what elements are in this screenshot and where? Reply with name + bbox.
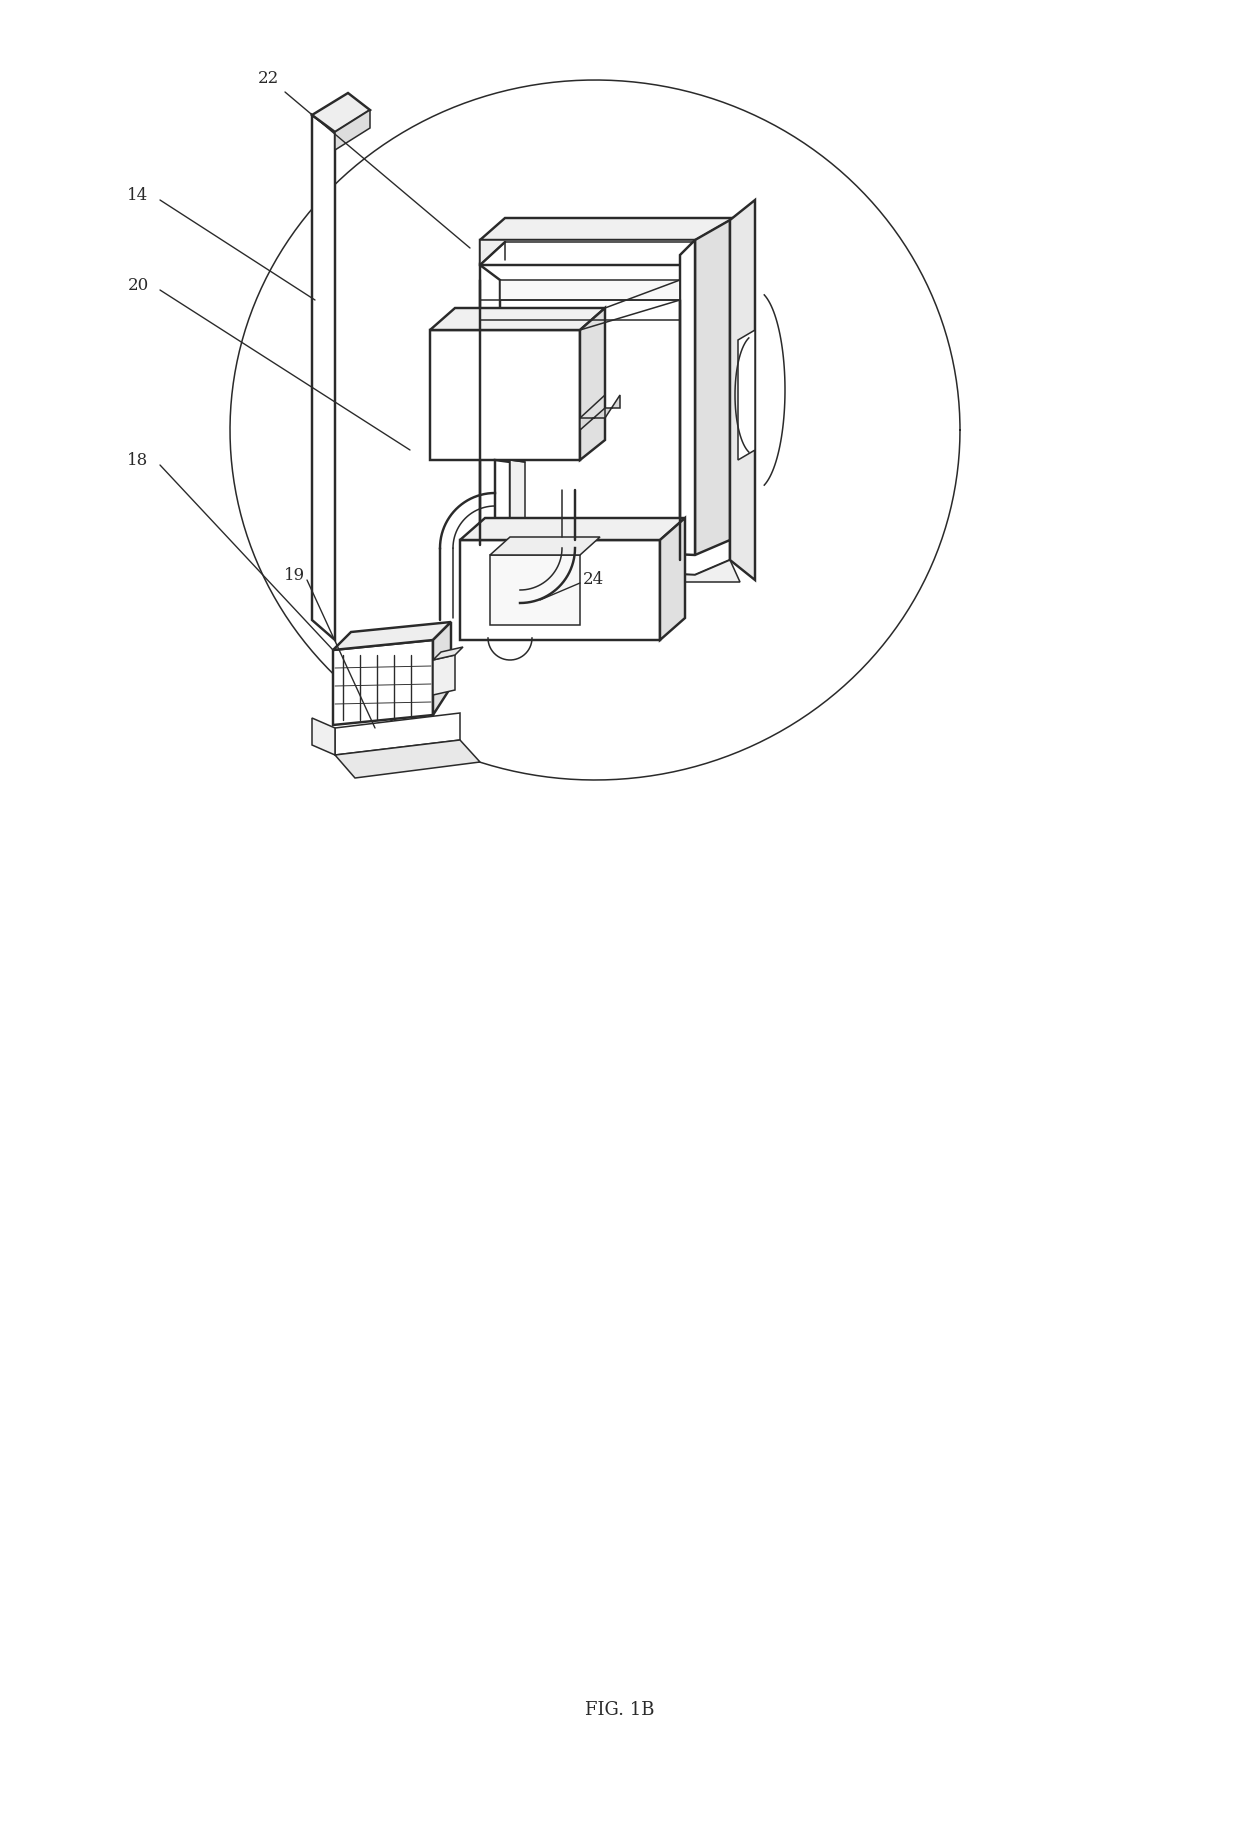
Text: 19: 19 (284, 567, 305, 584)
Polygon shape (312, 718, 335, 755)
Polygon shape (580, 307, 605, 460)
Polygon shape (680, 239, 694, 574)
Polygon shape (433, 622, 451, 714)
Polygon shape (694, 221, 730, 574)
Text: 14: 14 (128, 186, 149, 204)
Polygon shape (335, 712, 460, 755)
Polygon shape (480, 539, 730, 574)
Polygon shape (480, 560, 740, 582)
Polygon shape (580, 396, 620, 431)
Polygon shape (480, 265, 500, 560)
Polygon shape (510, 460, 525, 549)
Polygon shape (480, 221, 730, 265)
Polygon shape (500, 280, 680, 300)
Polygon shape (495, 460, 510, 549)
Polygon shape (433, 646, 463, 661)
Polygon shape (334, 641, 433, 725)
Text: 24: 24 (583, 571, 604, 589)
Polygon shape (335, 110, 370, 149)
Polygon shape (430, 307, 605, 330)
Polygon shape (334, 622, 451, 650)
Polygon shape (460, 517, 684, 539)
Polygon shape (460, 539, 660, 641)
Polygon shape (430, 330, 580, 460)
Polygon shape (490, 538, 600, 554)
Text: 22: 22 (258, 70, 279, 87)
Polygon shape (480, 221, 740, 265)
Polygon shape (480, 217, 740, 245)
Text: 18: 18 (128, 451, 149, 468)
Polygon shape (433, 655, 455, 696)
Polygon shape (312, 94, 370, 133)
Polygon shape (660, 517, 684, 641)
Text: FIG. 1B: FIG. 1B (585, 1701, 655, 1719)
Polygon shape (335, 740, 480, 779)
Polygon shape (490, 554, 580, 624)
Polygon shape (312, 114, 335, 641)
Text: 20: 20 (128, 276, 149, 293)
Polygon shape (730, 201, 755, 580)
Polygon shape (738, 330, 755, 460)
